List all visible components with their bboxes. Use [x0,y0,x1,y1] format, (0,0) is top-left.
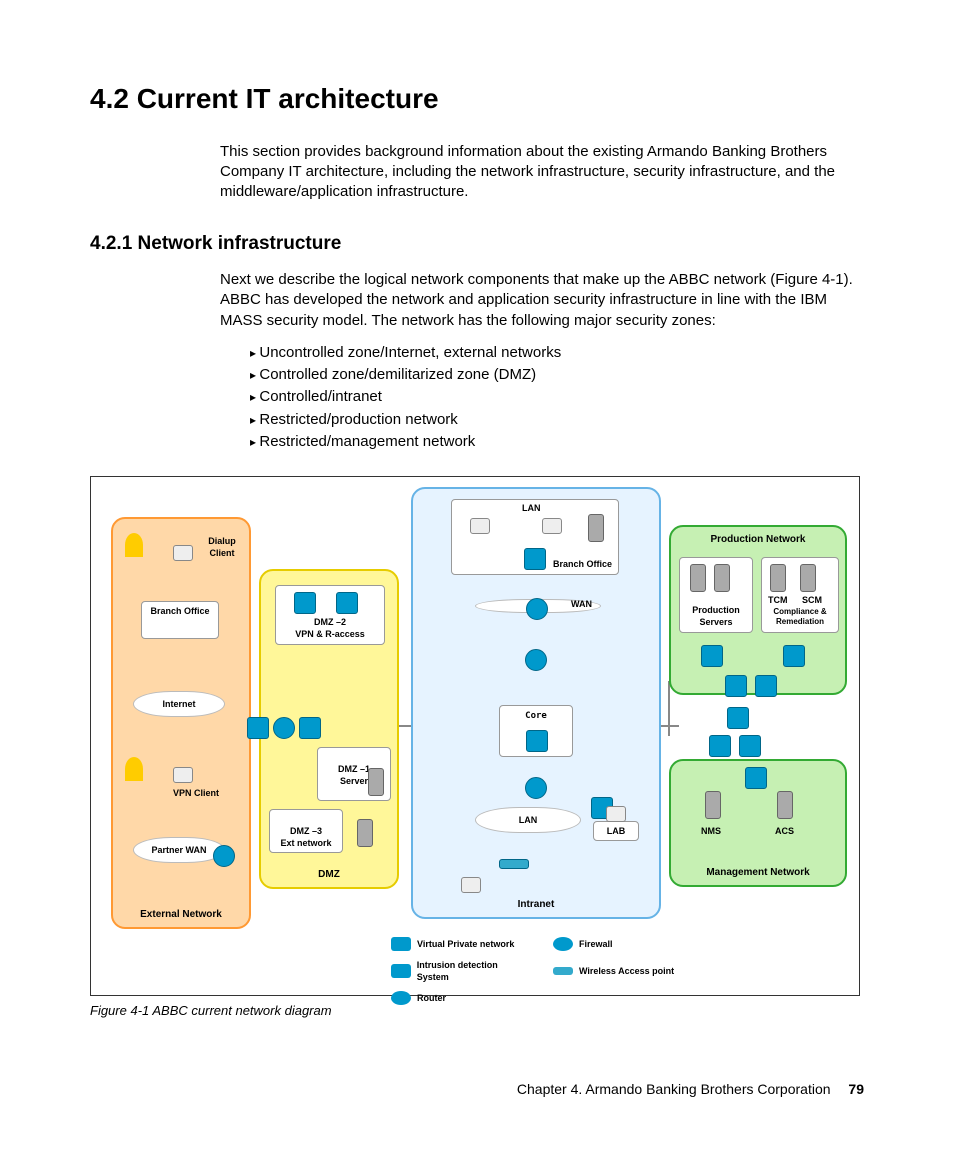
footer-page-number: 79 [848,1081,864,1097]
ids-icon [755,675,777,697]
network-diagram: Dialup Client Branch Office Internet VPN… [90,476,860,996]
firewall-icon [553,937,573,951]
pc-icon [173,767,193,783]
zone-item: Controlled zone/demilitarized zone (DMZ) [250,365,864,385]
router-icon [273,717,295,739]
server-icon [800,564,816,592]
acs-label: ACS [775,825,794,837]
zone-management: NMS ACS Management Network [669,759,847,887]
zone-production: Production Network Production Servers TC… [669,525,847,695]
switch-icon [701,645,723,667]
vpn-client-label: VPN Client [173,787,219,799]
nms-label: NMS [701,825,721,837]
router-icon [526,598,548,620]
zone-dmz: DMZ –2 VPN & R-access DMZ –1 Server DMZ … [259,569,399,889]
dmz3-box: DMZ –3 Ext network [269,809,343,853]
server-icon [368,768,384,796]
switch-icon [294,592,316,614]
lan-top-box: LAN Branch Office [451,499,619,575]
dialup-client-label: Dialup Client [195,535,249,559]
intro-paragraph: This section provides background informa… [220,142,864,203]
security-zones-list: Uncontrolled zone/Internet, external net… [250,343,864,452]
zone-intranet: LAN Branch Office WAN Core LAN LAB Intra… [411,487,661,919]
lan-bottom-cloud: LAN [475,807,581,833]
vpn-icon [391,937,411,951]
server-icon [705,791,721,819]
server-icon [777,791,793,819]
zone-dmz-label: DMZ [261,868,397,882]
ids-icon [391,964,411,978]
diagram-legend: Virtual Private network Firewall Intrusi… [391,937,849,989]
zone-item: Restricted/management network [250,432,864,452]
page-footer: Chapter 4. Armando Banking Brothers Corp… [90,1080,864,1099]
switch-icon [739,735,761,757]
router-icon [391,991,411,1005]
subsection-heading: 4.2.1 Network infrastructure [90,231,864,257]
person-icon [125,533,143,557]
zone-external: Dialup Client Branch Office Internet VPN… [111,517,251,929]
person-icon [125,757,143,781]
server-icon [770,564,786,592]
dmz2-box: DMZ –2 VPN & R-access [275,585,385,645]
server-icon [714,564,730,592]
wireless-ap-icon [553,967,573,975]
zone-item: Restricted/production network [250,410,864,430]
zone-management-label: Management Network [671,866,845,880]
partner-wan-cloud: Partner WAN [133,837,225,863]
pc-icon [173,545,193,561]
lab-box: LAB [593,821,639,841]
router-icon [525,777,547,799]
pc-icon [542,518,562,534]
pc-icon [470,518,490,534]
section-heading: 4.2 Current IT architecture [90,80,864,118]
firewall-icon [247,717,269,739]
router-icon [213,845,235,867]
branch-office-box: Branch Office [141,601,219,639]
core-box: Core [499,705,573,757]
zone-item: Uncontrolled zone/Internet, external net… [250,343,864,363]
switch-icon [745,767,767,789]
internet-cloud: Internet [133,691,225,717]
vpn-icon [336,592,358,614]
footer-chapter: Chapter 4. Armando Banking Brothers Corp… [517,1081,831,1097]
pc-icon [606,806,626,822]
zone-item: Controlled/intranet [250,387,864,407]
firewall-icon [709,735,731,757]
ids-icon [299,717,321,739]
server-icon [357,819,373,847]
router-icon [525,649,547,671]
prod-servers-box: Production Servers [679,557,753,633]
wireless-ap-icon [499,859,529,869]
switch-icon [783,645,805,667]
wan-cloud: WAN [475,599,601,613]
zone-intranet-label: Intranet [413,898,659,912]
ids-icon [727,707,749,729]
compliance-box: TCM SCM Compliance & Remediation [761,557,839,633]
server-icon [690,564,706,592]
switch-icon [526,730,548,752]
zone-external-label: External Network [113,908,249,922]
sub-intro-paragraph: Next we describe the logical network com… [220,270,864,331]
laptop-icon [461,877,481,893]
firewall-icon [725,675,747,697]
zone-production-label: Production Network [671,533,845,547]
switch-icon [524,548,546,570]
dmz1-box: DMZ –1 Server [317,747,391,801]
server-icon [588,514,604,542]
